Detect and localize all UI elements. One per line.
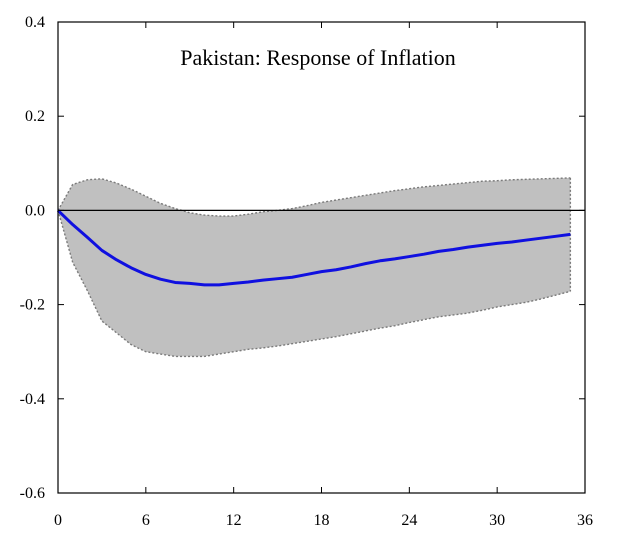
y-tick-label: 0.4 — [25, 14, 45, 31]
x-tick-label: 24 — [401, 512, 417, 529]
x-tick-label: 6 — [142, 512, 150, 529]
lower-band-line — [57, 210, 571, 358]
upper-band-line — [57, 177, 571, 217]
y-tick-label: 0.0 — [25, 202, 45, 219]
x-tick-label: 18 — [314, 512, 330, 529]
confidence-band-area — [58, 177, 571, 357]
y-tick-label: 0.2 — [25, 108, 45, 125]
x-tick-label: 36 — [577, 512, 593, 529]
x-tick-label: 12 — [226, 512, 242, 529]
y-tick-label: -0.4 — [20, 391, 45, 408]
chart-title: Pakistan: Response of Inflation — [180, 45, 456, 70]
x-tick-label: 0 — [54, 512, 62, 529]
response-line-layer — [56, 209, 585, 287]
axes-layer: 0.4 0.2 0.0 -0.2 -0.4 -0.6 0 6 12 18 24 30 36 — [20, 14, 593, 529]
confidence-band-layer — [57, 177, 572, 358]
response-line — [56, 209, 571, 287]
y-tick-label: -0.6 — [20, 485, 45, 502]
x-tick-label: 30 — [489, 512, 505, 529]
y-tick-label: -0.2 — [20, 297, 45, 314]
